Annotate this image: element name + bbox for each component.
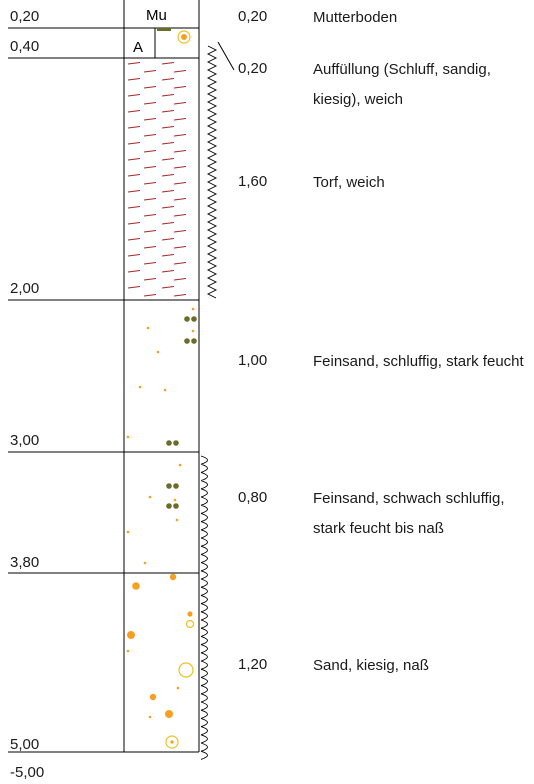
- consistency-soft-zigzag: [206, 45, 218, 299]
- fine-sand-dots: [126, 307, 195, 565]
- sand-gravel-dots: [126, 573, 193, 744]
- sand-gravel-circles: [165, 619, 195, 749]
- fine-gravel-pairs: [166, 316, 197, 509]
- topsoil-symbols: Mu A: [133, 7, 191, 56]
- depth-label-3-80: 3,80: [10, 554, 40, 571]
- thickness-0-20-topsoil: 0,20: [238, 8, 268, 25]
- fill-symbol: A: [133, 39, 143, 56]
- gravel-mark: [157, 28, 171, 31]
- peat-hatching: [127, 62, 187, 297]
- description-fine-sand-silty: Feinsand, schluffig, stark feucht: [313, 353, 524, 370]
- thickness-0-80: 0,80: [238, 489, 268, 506]
- depth-label-5-00: 5,00: [10, 736, 40, 753]
- thickness-1-00: 1,00: [238, 352, 268, 369]
- description-topsoil: Mutterboden: [313, 9, 398, 26]
- thickness-1-60: 1,60: [238, 173, 268, 190]
- base-elevation-label: -5,00: [10, 764, 45, 781]
- description-fill: Auffüllung (Schluff, sandig, kiesig), we…: [313, 61, 491, 108]
- wet-arcs: [200, 455, 208, 760]
- description-sand-gravelly: Sand, kiesig, naß: [313, 657, 429, 674]
- depth-label-0-40: 0,40: [10, 38, 40, 55]
- description-peat: Torf, weich: [313, 174, 385, 191]
- thickness-1-20: 1,20: [238, 656, 268, 673]
- topsoil-symbol: Mu: [146, 7, 167, 24]
- column-outline: [8, 0, 235, 753]
- gravel-circle: [177, 30, 191, 44]
- thickness-0-20-fill: 0,20: [238, 60, 268, 77]
- depth-label-0-20: 0,20: [10, 8, 40, 25]
- description-fine-sand-weak-silty: Feinsand, schwach schluffig, stark feuch…: [313, 490, 505, 537]
- depth-label-2-00: 2,00: [10, 280, 40, 297]
- depth-label-3-00: 3,00: [10, 432, 40, 449]
- gravel-circle-core: [181, 34, 187, 40]
